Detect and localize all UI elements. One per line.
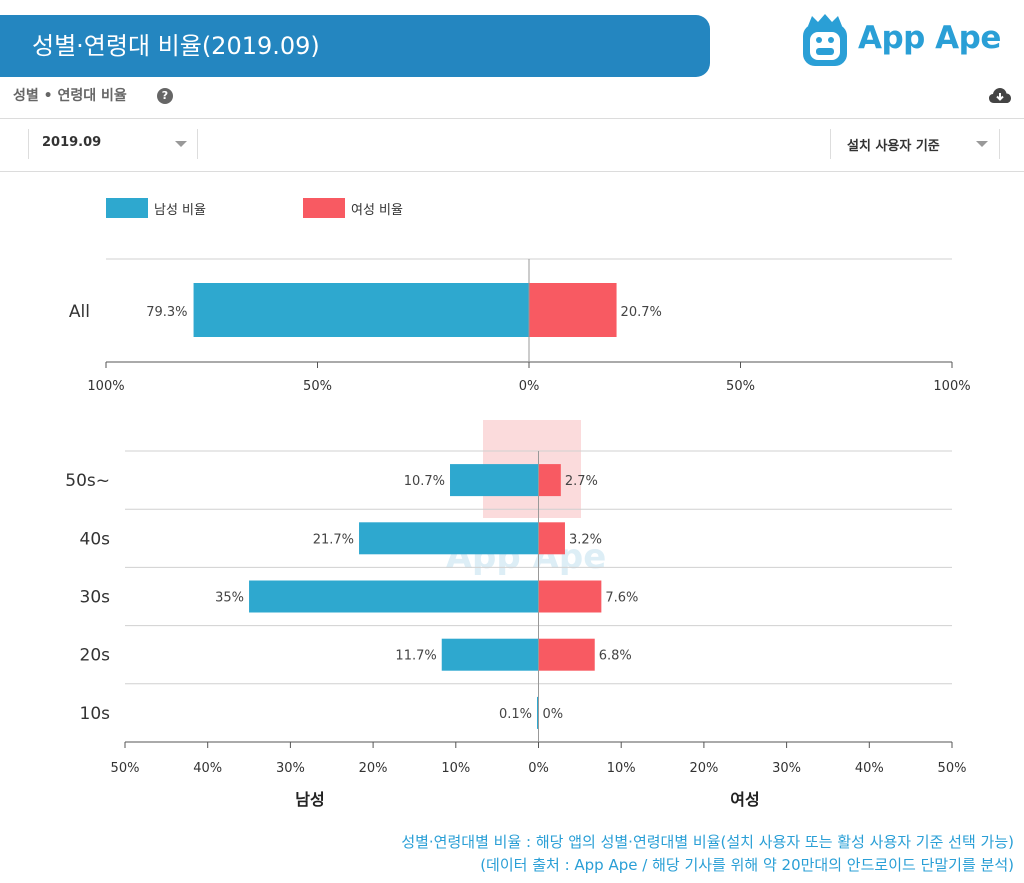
bar-50s~-female: [538, 464, 561, 497]
data-label-20s-male: 11.7%: [395, 649, 436, 664]
category-label-30s: 30s: [80, 588, 111, 608]
bar-40s-male: [359, 522, 539, 555]
app-ape-logo: App Ape: [800, 12, 1010, 72]
x-tick-label: 10%: [607, 761, 636, 776]
bar-30s-female: [538, 580, 602, 613]
bar-50s~-male: [450, 464, 539, 497]
legend-label-male: 남성 비율: [154, 203, 206, 218]
basis-select[interactable]: 설치 사용자 기준: [830, 129, 1000, 159]
x-tick-label: 100%: [933, 379, 970, 394]
data-label-10s-male: 0.1%: [499, 707, 532, 722]
data-label-30s-female: 7.6%: [605, 591, 638, 606]
x-tick-label: 50%: [111, 761, 140, 776]
basis-select-value: 설치 사용자 기준: [847, 139, 940, 154]
bar-10s-male: [537, 696, 539, 729]
footer-note-definition: 성별·연령대별 비율 : 해당 앱의 성별·연령대별 비율(설치 사용자 또는 …: [401, 833, 1014, 851]
legend-swatch-male: [106, 198, 148, 218]
category-label-40s: 40s: [80, 529, 111, 549]
data-label-50s~-male: 10.7%: [404, 474, 445, 489]
x-axis-label-male: 남성: [295, 790, 324, 809]
period-select[interactable]: 2019.09: [28, 129, 198, 159]
bar-20s-male: [441, 638, 539, 671]
x-tick-label: 20%: [359, 761, 388, 776]
section-title: 성별 • 연령대 비율: [13, 88, 127, 104]
period-select-value: 2019.09: [42, 135, 102, 150]
cloud-download-icon[interactable]: [988, 86, 1012, 106]
footer-note-source: (데이터 출처 : App Ape / 해당 기사를 위해 약 20만대의 안드…: [480, 856, 1014, 874]
banner-title: 성별·연령대 비율(2019.09): [32, 32, 320, 60]
bar-30s-male: [249, 580, 539, 613]
data-label-20s-female: 6.8%: [599, 649, 632, 664]
data-label-all-female: 20.7%: [621, 305, 662, 320]
x-tick-label: 50%: [938, 761, 967, 776]
data-label-30s-male: 35%: [215, 591, 244, 606]
x-tick-label: 40%: [855, 761, 884, 776]
data-label-10s-female: 0%: [543, 707, 564, 722]
bar-20s-female: [538, 638, 595, 671]
bar-all-female: [529, 283, 617, 337]
data-label-50s~-female: 2.7%: [565, 474, 598, 489]
x-tick-label: 20%: [689, 761, 718, 776]
category-label-20s: 20s: [80, 646, 111, 666]
x-tick-label: 100%: [87, 379, 124, 394]
x-axis-label-female: 여성: [730, 790, 759, 809]
data-label-40s-male: 21.7%: [313, 532, 354, 547]
chevron-down-icon: [175, 141, 187, 147]
logo-text: App Ape: [858, 20, 1001, 56]
x-tick-label: 0%: [519, 379, 540, 394]
x-tick-label: 50%: [726, 379, 755, 394]
category-label-all: All: [69, 302, 90, 322]
chevron-down-icon: [976, 141, 988, 147]
data-label-all-male: 79.3%: [146, 305, 187, 320]
x-tick-label: 50%: [303, 379, 332, 394]
help-icon[interactable]: ?: [157, 88, 173, 104]
category-label-10s: 10s: [80, 704, 111, 724]
legend-label-female: 여성 비율: [351, 203, 403, 218]
data-label-40s-female: 3.2%: [569, 532, 602, 547]
x-tick-label: 40%: [193, 761, 222, 776]
x-tick-label: 30%: [772, 761, 801, 776]
bar-40s-female: [538, 522, 565, 555]
title-banner: 성별·연령대 비율(2019.09): [0, 15, 710, 77]
filter-toolbar: 2019.09 설치 사용자 기준: [0, 118, 1024, 172]
legend-swatch-female: [303, 198, 345, 218]
category-label-50s~: 50s~: [65, 471, 110, 491]
x-tick-label: 0%: [528, 761, 549, 776]
x-tick-label: 10%: [441, 761, 470, 776]
monkey-logo-icon: [803, 14, 847, 66]
x-tick-label: 30%: [276, 761, 305, 776]
bar-all-male: [193, 283, 529, 337]
